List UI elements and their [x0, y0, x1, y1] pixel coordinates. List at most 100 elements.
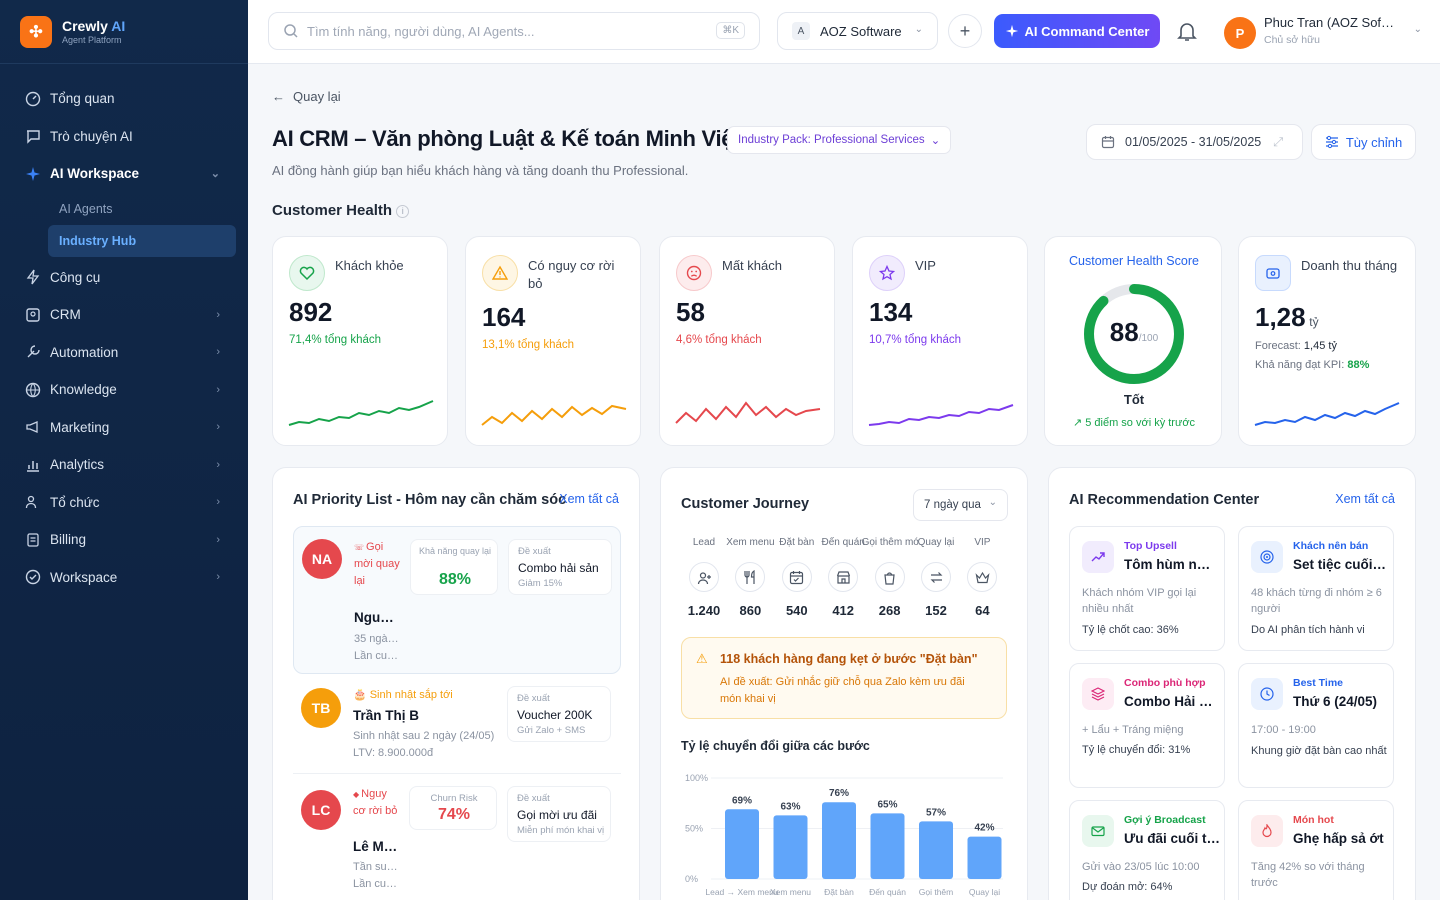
sparkle-icon [24, 165, 42, 183]
chevron-right-icon: › [216, 308, 220, 321]
rec-headline: Thứ 6 (24/05) [1293, 694, 1378, 709]
customer-detail: Tần suất giảm [353, 861, 399, 873]
customer-detail: Sinh nhật sau 2 ngày (24/05) [353, 730, 495, 742]
sidebar-subitem-ai-agents[interactable]: AI Agents [59, 201, 113, 216]
chevron-down-icon: ⌄ [1413, 24, 1422, 35]
notification-bell-icon[interactable] [1176, 20, 1200, 44]
expand-icon: ⤢ [1273, 134, 1284, 149]
kpi-card-lost[interactable]: Mất khách 58 4,6% tổng khách [659, 236, 835, 446]
page-title: AI CRM – Văn phòng Luật & Kế toán Minh V… [272, 126, 741, 151]
chevron-down-icon: ⌄ [930, 135, 941, 147]
customer-journey-card: Customer Journey 7 ngày qua ⌄ Lead 1.240 Xe… [660, 467, 1028, 900]
sparkline-healthy [288, 400, 434, 426]
sliders-icon [1325, 135, 1338, 149]
user-menu[interactable]: P Phuc Tran (AOZ Software) Chủ sở hữu ⌄ [1224, 14, 1424, 50]
kpi-card-healthy[interactable]: Khách khỏe 892 71,4% tổng khách [272, 236, 448, 446]
add-button[interactable]: + [948, 14, 982, 48]
stuck-alert[interactable]: ⚠ 118 khách hàng đang kẹt ở bước "Đặt bà… [681, 637, 1007, 719]
user-plus-icon[interactable] [689, 562, 719, 592]
suggestion-box: Đề xuất Combo hải sản Giảm 15% [508, 539, 612, 595]
revenue-value: 1,28 [1255, 302, 1306, 332]
sidebar-item-marketing[interactable]: Marketing › [0, 409, 248, 447]
calendar-check-icon[interactable] [781, 562, 812, 592]
bar [870, 813, 905, 879]
back-link[interactable]: ← Quay lại [272, 89, 341, 104]
kpi-card-vip[interactable]: VIP 134 10,7% tổng khách [852, 236, 1028, 446]
sidebar-item-automation[interactable]: Automation › [0, 334, 248, 372]
journey-range-dropdown[interactable]: 7 ngày qua ⌄ [913, 489, 1008, 521]
workspace-selector[interactable]: A AOZ Software ⌄ [777, 12, 938, 50]
sidebar-item-analytics[interactable]: Analytics › [0, 446, 248, 484]
sidebar-subitem-industry-hub[interactable]: Industry Hub [48, 224, 236, 257]
rec-meta: Dự đoán mở: 64% [1082, 881, 1173, 893]
kpi-percent: 71,4% tổng khách [289, 334, 382, 346]
utensils-icon[interactable] [735, 562, 766, 592]
customer-health-score-card[interactable]: Customer Health Score 88/100 Tốt ↗ 5 điể… [1044, 236, 1222, 446]
rec-description: Khách nhóm VIP gọi lại nhiều nhất [1082, 587, 1197, 615]
sidebar-item-ai-workspace[interactable]: AI Workspace ⌄ [0, 155, 248, 193]
x-category-label: Xem menu [770, 887, 811, 897]
rec-card-hot-dish[interactable]: Món hot Ghẹ hấp sả ớt Tăng 42% so với th… [1238, 800, 1394, 900]
rec-card-broadcast[interactable]: Gợi ý Broadcast Ưu đãi cuối tuần Gửi vào… [1069, 800, 1225, 900]
shopping-bag-icon[interactable] [874, 562, 905, 592]
priority-tag: Nguy cơ rời bỏ [353, 788, 398, 817]
repeat-icon[interactable] [921, 562, 951, 592]
chevron-down-icon: ⌄ [210, 168, 220, 181]
rec-tag: Best Time [1293, 677, 1343, 689]
rec-card-combo[interactable]: Combo phù hợp Combo Hải sản + Lẩu + Trán… [1069, 663, 1225, 788]
back-label: Quay lại [293, 89, 341, 104]
app-logo[interactable]: ✣ Crewly AI Agent Platform [0, 0, 248, 64]
search-input[interactable]: Tìm tính năng, người dùng, AI Agents... … [268, 12, 760, 50]
sidebar-item-label: Workspace [50, 569, 118, 585]
crown-icon[interactable] [967, 562, 998, 592]
priority-item[interactable]: LC ◆Nguy cơ rời bỏ Lê Minh C Tần suất gi… [293, 782, 621, 900]
ai-recommendation-card: AI Recommendation Center Xem tất cả Top … [1048, 467, 1416, 900]
rec-card-best-time[interactable]: Best Time Thứ 6 (24/05) 17:00 - 19:00 Kh… [1238, 663, 1394, 788]
workspace-name: AOZ Software [820, 23, 902, 39]
sidebar-item-cong-cu[interactable]: Công cụ [0, 259, 248, 297]
sidebar-item-chat-ai[interactable]: Trò chuyện AI [0, 118, 248, 156]
rec-title: AI Recommendation Center [1069, 492, 1260, 508]
clock-icon [1251, 678, 1283, 710]
flame-icon [1251, 815, 1283, 847]
kpi-label: VIP [915, 258, 936, 273]
industry-pack-dropdown[interactable]: Industry Pack: Professional Services ⌄ [727, 126, 952, 154]
customize-button[interactable]: Tùy chỉnh [1311, 124, 1416, 160]
sidebar-item-label: Tổng quan [50, 91, 115, 107]
top-bar: Tìm tính năng, người dùng, AI Agents... … [248, 0, 1440, 64]
sidebar-item-label: Trò chuyện AI [50, 128, 133, 144]
date-range-picker[interactable]: 01/05/2025 - 31/05/2025 ⤢ [1086, 124, 1303, 160]
avatar: P [1224, 17, 1256, 49]
kpi-label: Khách khỏe [335, 258, 404, 273]
rec-card-should-sell[interactable]: Khách nên bán Set tiệc cuối tuần 48 khác… [1238, 526, 1394, 651]
rec-card-top-upsell[interactable]: Top Upsell Tôm hùm nướng Khách nhóm VIP … [1069, 526, 1225, 651]
sidebar-item-knowledge[interactable]: Knowledge › [0, 371, 248, 409]
x-category-label: Lead → Xem menu [705, 887, 779, 897]
sidebar-item-to-chuc[interactable]: Tổ chức › [0, 484, 248, 522]
priority-item[interactable]: NA ☏Gọi mời quay lại Nguyễn Văn A 35 ngà… [293, 526, 621, 674]
warning-icon [482, 255, 518, 291]
priority-item[interactable]: TB 🎂 Sinh nhật sắp tới Trần Thị B Sinh nh… [293, 682, 621, 774]
sidebar: ✣ Crewly AI Agent Platform Tổng quan Trò… [0, 0, 248, 900]
rec-headline: Ghẹ hấp sả ớt [1293, 831, 1384, 846]
sidebar-item-crm[interactable]: CRM › [0, 296, 248, 334]
sidebar-item-billing[interactable]: Billing › [0, 521, 248, 559]
chevron-right-icon: › [216, 421, 220, 434]
store-icon[interactable] [828, 562, 859, 592]
kpi-card-revenue[interactable]: Doanh thu tháng 1,28 tỷ Forecast: 1,45 t… [1238, 236, 1416, 446]
journey-range-value: 7 ngày qua [924, 499, 981, 511]
priority-see-all-link[interactable]: Xem tất cả [559, 492, 619, 506]
priority-tag: Gọi mời quay lại [354, 541, 400, 587]
bar [725, 809, 759, 879]
rec-description-2: Khung giờ đặt bàn cao nhất [1251, 745, 1387, 757]
x-category-label: Quay lại [969, 887, 1000, 897]
ai-command-center-button[interactable]: AI Command Center [994, 14, 1160, 48]
rec-meta: Do AI phân tích hành vi [1251, 624, 1365, 636]
rec-headline: Tôm hùm nướng [1124, 557, 1220, 572]
sidebar-item-workspace[interactable]: Workspace › [0, 559, 248, 597]
info-icon[interactable]: i [396, 205, 410, 218]
rec-tag: Khách nên bán [1293, 540, 1369, 552]
kpi-card-at-risk[interactable]: Có nguy cơ rời bỏ 164 13,1% tổng khách [465, 236, 641, 446]
rec-see-all-link[interactable]: Xem tất cả [1335, 492, 1395, 506]
sidebar-item-tong-quan[interactable]: Tổng quan [0, 80, 248, 118]
